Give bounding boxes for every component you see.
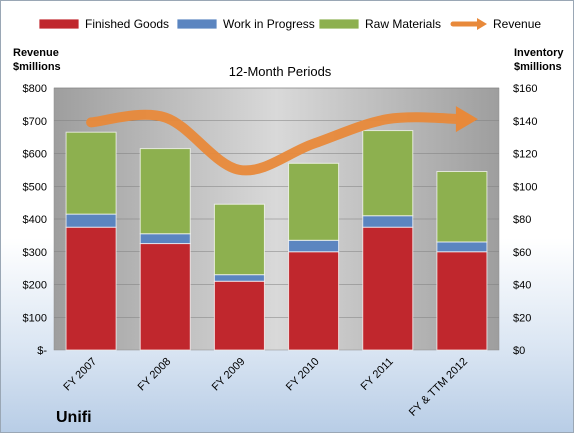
bar-segment <box>65 226 117 351</box>
revenue-line <box>86 109 467 176</box>
left-axis-title-line2: $millions <box>13 61 61 73</box>
bar-segment <box>362 130 414 217</box>
left-axis-title-line1: Revenue <box>13 47 59 59</box>
bar-segment <box>436 251 488 351</box>
x-tick-label: FY 2011 <box>359 356 396 393</box>
legend-arrow <box>477 18 487 30</box>
legend-label: Finished Goods <box>85 17 169 31</box>
legend-swatch <box>318 18 360 30</box>
right-tick-label: $160 <box>513 83 537 95</box>
right-tick-label: $40 <box>513 280 531 292</box>
right-axis-title-line1: Inventory <box>514 47 564 59</box>
bar-segment <box>288 162 340 241</box>
legend-swatch <box>38 18 80 30</box>
bar-segment <box>213 203 265 276</box>
legend: Finished Goods Work in Progress Raw Materi… <box>38 17 541 31</box>
x-axis-labels: FY 2007 FY 2008 FY 2009 FY 2010 FY 2011 FY & … <box>61 356 470 419</box>
right-axis-ticks: $0 $20 $40 $60 $80 $100 $120 $140 $160 <box>513 83 537 357</box>
revenue-line-series <box>86 106 478 176</box>
right-tick-label: $0 <box>513 345 525 357</box>
left-tick-label: $600 <box>23 149 47 161</box>
left-tick-label: $800 <box>23 83 47 95</box>
bar-segment <box>65 213 117 228</box>
right-tick-label: $60 <box>513 247 531 259</box>
left-tick-label: $300 <box>23 247 47 259</box>
right-tick-label: $120 <box>513 149 537 161</box>
left-tick-label: $- <box>37 345 47 357</box>
right-tick-label: $100 <box>513 181 537 193</box>
x-tick-label: FY 2007 <box>61 356 99 394</box>
bar-segment <box>288 251 340 351</box>
x-tick-label: FY 2010 <box>284 356 322 394</box>
right-tick-label: $80 <box>513 214 531 226</box>
x-tick-label: FY & TTM 2012 <box>407 356 470 419</box>
bar-segment <box>65 131 117 215</box>
right-axis-title-line2: $millions <box>514 61 562 73</box>
bar-segment <box>288 239 340 253</box>
x-tick-label: FY 2009 <box>210 356 248 394</box>
bar-segment <box>436 171 488 243</box>
legend-label: Raw Materials <box>365 17 441 31</box>
left-tick-label: $700 <box>23 116 47 128</box>
left-tick-label: $200 <box>23 280 47 292</box>
bar-segment <box>139 148 191 235</box>
bar-segment <box>213 280 265 351</box>
left-tick-label: $400 <box>23 214 47 226</box>
bar-segment <box>436 241 488 253</box>
right-tick-label: $20 <box>513 312 531 324</box>
chart-title: 12-Month Periods <box>229 64 332 79</box>
left-tick-label: $100 <box>23 312 47 324</box>
legend-label: Work in Progress <box>223 17 315 31</box>
bar-segment <box>213 274 265 282</box>
x-tick-label: FY 2008 <box>136 356 174 394</box>
legend-label: Revenue <box>493 17 541 31</box>
company-name: Unifi <box>56 409 92 426</box>
legend-swatch <box>176 18 218 30</box>
bar-segment <box>139 233 191 245</box>
bar-series <box>65 130 488 351</box>
right-tick-label: $140 <box>513 116 537 128</box>
bar-segment <box>139 243 191 351</box>
bar-segment <box>362 226 414 351</box>
left-tick-label: $500 <box>23 181 47 193</box>
left-axis-ticks: $- $100 $200 $300 $400 $500 $600 $700 $800 <box>23 83 48 357</box>
bar-segment <box>362 215 414 228</box>
revenue-arrowhead <box>455 106 478 133</box>
